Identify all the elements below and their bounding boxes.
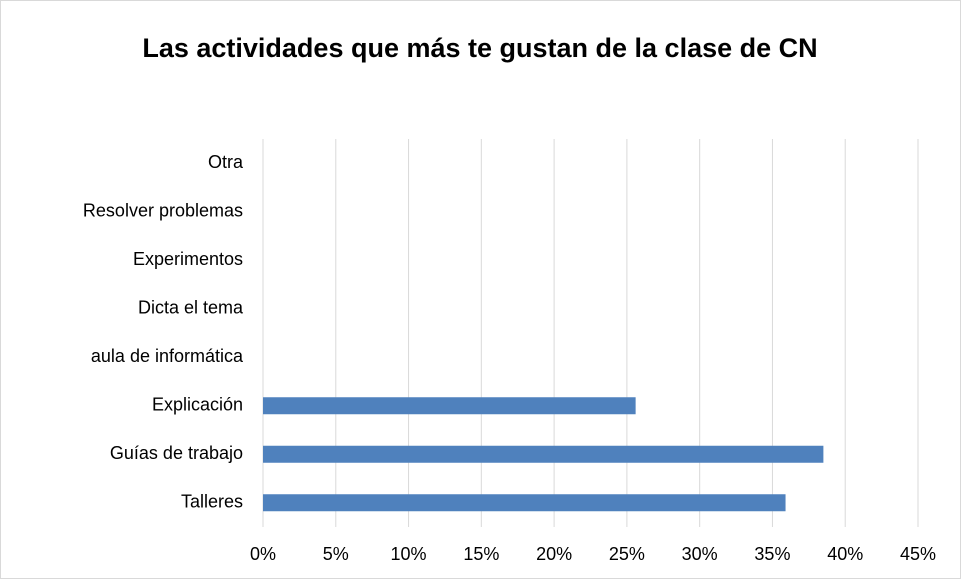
x-tick-label: 40% xyxy=(827,544,863,564)
y-tick-label: Dicta el tema xyxy=(138,298,244,318)
x-tick-label: 45% xyxy=(900,544,936,564)
x-tick-label: 25% xyxy=(609,544,645,564)
x-tick-label: 30% xyxy=(682,544,718,564)
x-tick-label: 5% xyxy=(323,544,349,564)
x-tick-label: 15% xyxy=(463,544,499,564)
y-tick-label: Experimentos xyxy=(133,249,243,269)
x-tick-label: 35% xyxy=(754,544,790,564)
y-tick-label: Resolver problemas xyxy=(83,201,243,221)
y-tick-label: Guías de trabajo xyxy=(110,443,243,463)
y-tick-label: Otra xyxy=(208,152,244,172)
y-tick-label: Explicación xyxy=(152,395,243,415)
x-tick-label: 0% xyxy=(250,544,276,564)
y-tick-label: aula de informática xyxy=(91,346,244,366)
bar xyxy=(263,494,786,512)
x-tick-label: 10% xyxy=(391,544,427,564)
bar xyxy=(263,397,636,415)
x-tick-label: 20% xyxy=(536,544,572,564)
y-tick-label: Talleres xyxy=(181,492,243,512)
bar xyxy=(263,445,824,463)
chart-title: Las actividades que más te gustan de la … xyxy=(142,33,818,63)
